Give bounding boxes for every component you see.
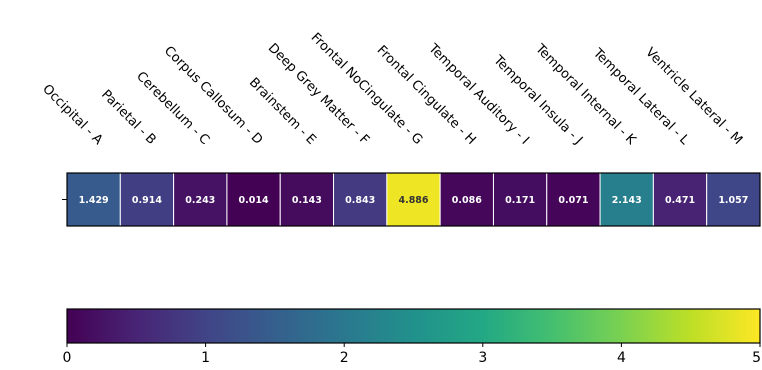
cell-value-label: 0.143 bbox=[292, 195, 322, 206]
cell-value-label: 0.086 bbox=[452, 195, 482, 206]
colorbar-tick-label: 1 bbox=[201, 350, 210, 366]
heatmap-cell bbox=[706, 172, 761, 227]
cell-value-label: 0.243 bbox=[185, 195, 215, 206]
heatmap-cell bbox=[226, 172, 281, 227]
category-label: Occipital - A bbox=[39, 82, 105, 148]
cell-value-label: 0.171 bbox=[505, 195, 535, 206]
category-label: Temporal Lateral - L bbox=[589, 45, 692, 148]
colorbar-tick-label: 0 bbox=[63, 350, 72, 366]
colorbar-tick-label: 2 bbox=[340, 350, 349, 366]
cell-value-label: 0.914 bbox=[132, 195, 162, 206]
heatmap-cell bbox=[119, 172, 175, 227]
cell-value-label: 0.014 bbox=[239, 195, 269, 206]
category-label: Deep Grey Matter - F bbox=[265, 41, 372, 148]
cell-value-label: 0.843 bbox=[345, 195, 375, 206]
cell-value-label: 2.143 bbox=[612, 195, 642, 206]
category-label: Parietal - B bbox=[98, 87, 159, 148]
cell-value-label: 0.471 bbox=[665, 195, 695, 206]
category-label: Temporal Auditory - I bbox=[425, 41, 532, 148]
cell-value-label: 1.429 bbox=[79, 195, 109, 206]
cell-value-label: 0.071 bbox=[558, 195, 588, 206]
cell-value-label: 1.057 bbox=[718, 195, 748, 206]
heatmap-frame bbox=[66, 172, 761, 227]
heatmap-cell bbox=[173, 172, 228, 227]
heatmap-cell bbox=[652, 172, 708, 227]
heatmap-cell bbox=[279, 172, 335, 227]
category-label: Corpus Callosum - D bbox=[161, 43, 265, 147]
heatmap-cells bbox=[66, 172, 761, 227]
cell-value-labels: 1.429 0.914 0.243 0.014 0.143 0.843 4.886 0.086… bbox=[79, 195, 749, 206]
colorbar-ticks: 0 1 2 3 4 5 bbox=[63, 343, 761, 366]
colorbar-tick-label: 5 bbox=[752, 350, 761, 366]
colorbar bbox=[67, 309, 760, 343]
colorbar-frame bbox=[66, 308, 761, 344]
category-label: Frontal NoCingulate - G bbox=[308, 30, 426, 148]
category-label: Frontal Cingulate - H bbox=[374, 43, 479, 148]
colorbar-tick-label: 3 bbox=[478, 350, 487, 366]
cell-value-label: 4.886 bbox=[398, 195, 428, 206]
category-label: Temporal Insula - J bbox=[490, 52, 586, 148]
category-label: Temporal Internal - K bbox=[532, 41, 639, 148]
category-label: Ventricle Lateral - M bbox=[642, 45, 745, 148]
colorbar-tick-label: 4 bbox=[617, 350, 626, 366]
heatmap-cell bbox=[599, 172, 654, 227]
heatmap-cell bbox=[333, 172, 388, 227]
